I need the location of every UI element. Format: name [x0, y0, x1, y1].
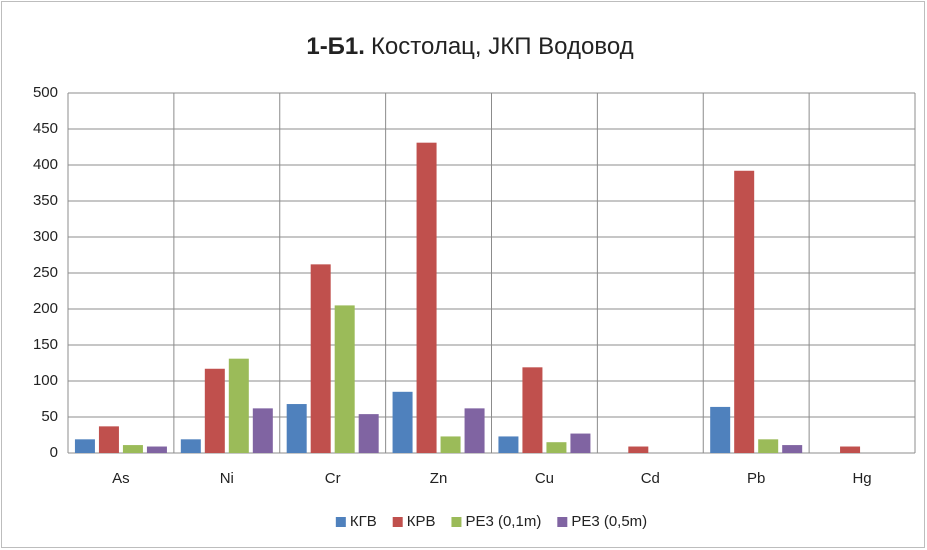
x-tick-label: As [112, 470, 130, 487]
y-tick-label: 500 [33, 84, 58, 101]
y-tick-label: 450 [33, 120, 58, 137]
bar [710, 406, 731, 453]
y-tick-label: 0 [50, 444, 58, 461]
bar [546, 442, 567, 453]
y-tick-label: 50 [41, 408, 58, 425]
bar [734, 170, 755, 453]
chart-title: 1-Б1. Костолац, ЈКП Водовод [306, 33, 633, 60]
x-tick-label: Pb [747, 470, 765, 487]
bar [74, 439, 95, 453]
bar [146, 446, 167, 453]
bar [122, 445, 143, 453]
legend-label: КГВ [350, 513, 377, 530]
legend-label: PE3 (0,5m) [571, 513, 647, 530]
bar [310, 264, 331, 453]
x-tick-label: Zn [430, 470, 448, 487]
title-rest: Костолац, ЈКП Водовод [371, 33, 634, 60]
y-tick-label: 150 [33, 336, 58, 353]
bar [498, 436, 519, 453]
legend-swatch [335, 517, 346, 527]
y-tick-label: 350 [33, 192, 58, 209]
bar [464, 408, 485, 453]
title-bold: 1-Б1. [306, 33, 365, 60]
legend-label: PE3 (0,1m) [465, 513, 541, 530]
y-tick-label: 200 [33, 300, 58, 317]
bar [228, 358, 249, 453]
x-tick-label: Cr [325, 470, 341, 487]
bar [334, 305, 355, 453]
bar [758, 439, 779, 453]
legend-swatch [451, 517, 462, 527]
bar [782, 445, 803, 453]
legend-label: КРВ [407, 513, 436, 530]
bar [180, 439, 201, 453]
x-tick-label: Cd [641, 470, 660, 487]
x-tick-label: Ni [220, 470, 234, 487]
y-tick-label: 400 [33, 156, 58, 173]
bar [98, 426, 119, 453]
bar [286, 404, 307, 453]
bar [252, 408, 273, 453]
legend-swatch [557, 517, 568, 527]
legend-swatch [392, 517, 403, 527]
bar [570, 433, 591, 453]
bar [416, 142, 437, 453]
bar [204, 368, 225, 453]
y-tick-label: 250 [33, 264, 58, 281]
x-tick-label: Cu [535, 470, 554, 487]
bar [392, 391, 413, 453]
y-tick-label: 100 [33, 372, 58, 389]
bar [840, 446, 861, 453]
bar [522, 367, 543, 453]
bar [628, 446, 649, 453]
bar [440, 436, 461, 453]
bar [358, 414, 379, 453]
x-tick-label: Hg [852, 470, 871, 487]
y-tick-label: 300 [33, 228, 58, 245]
